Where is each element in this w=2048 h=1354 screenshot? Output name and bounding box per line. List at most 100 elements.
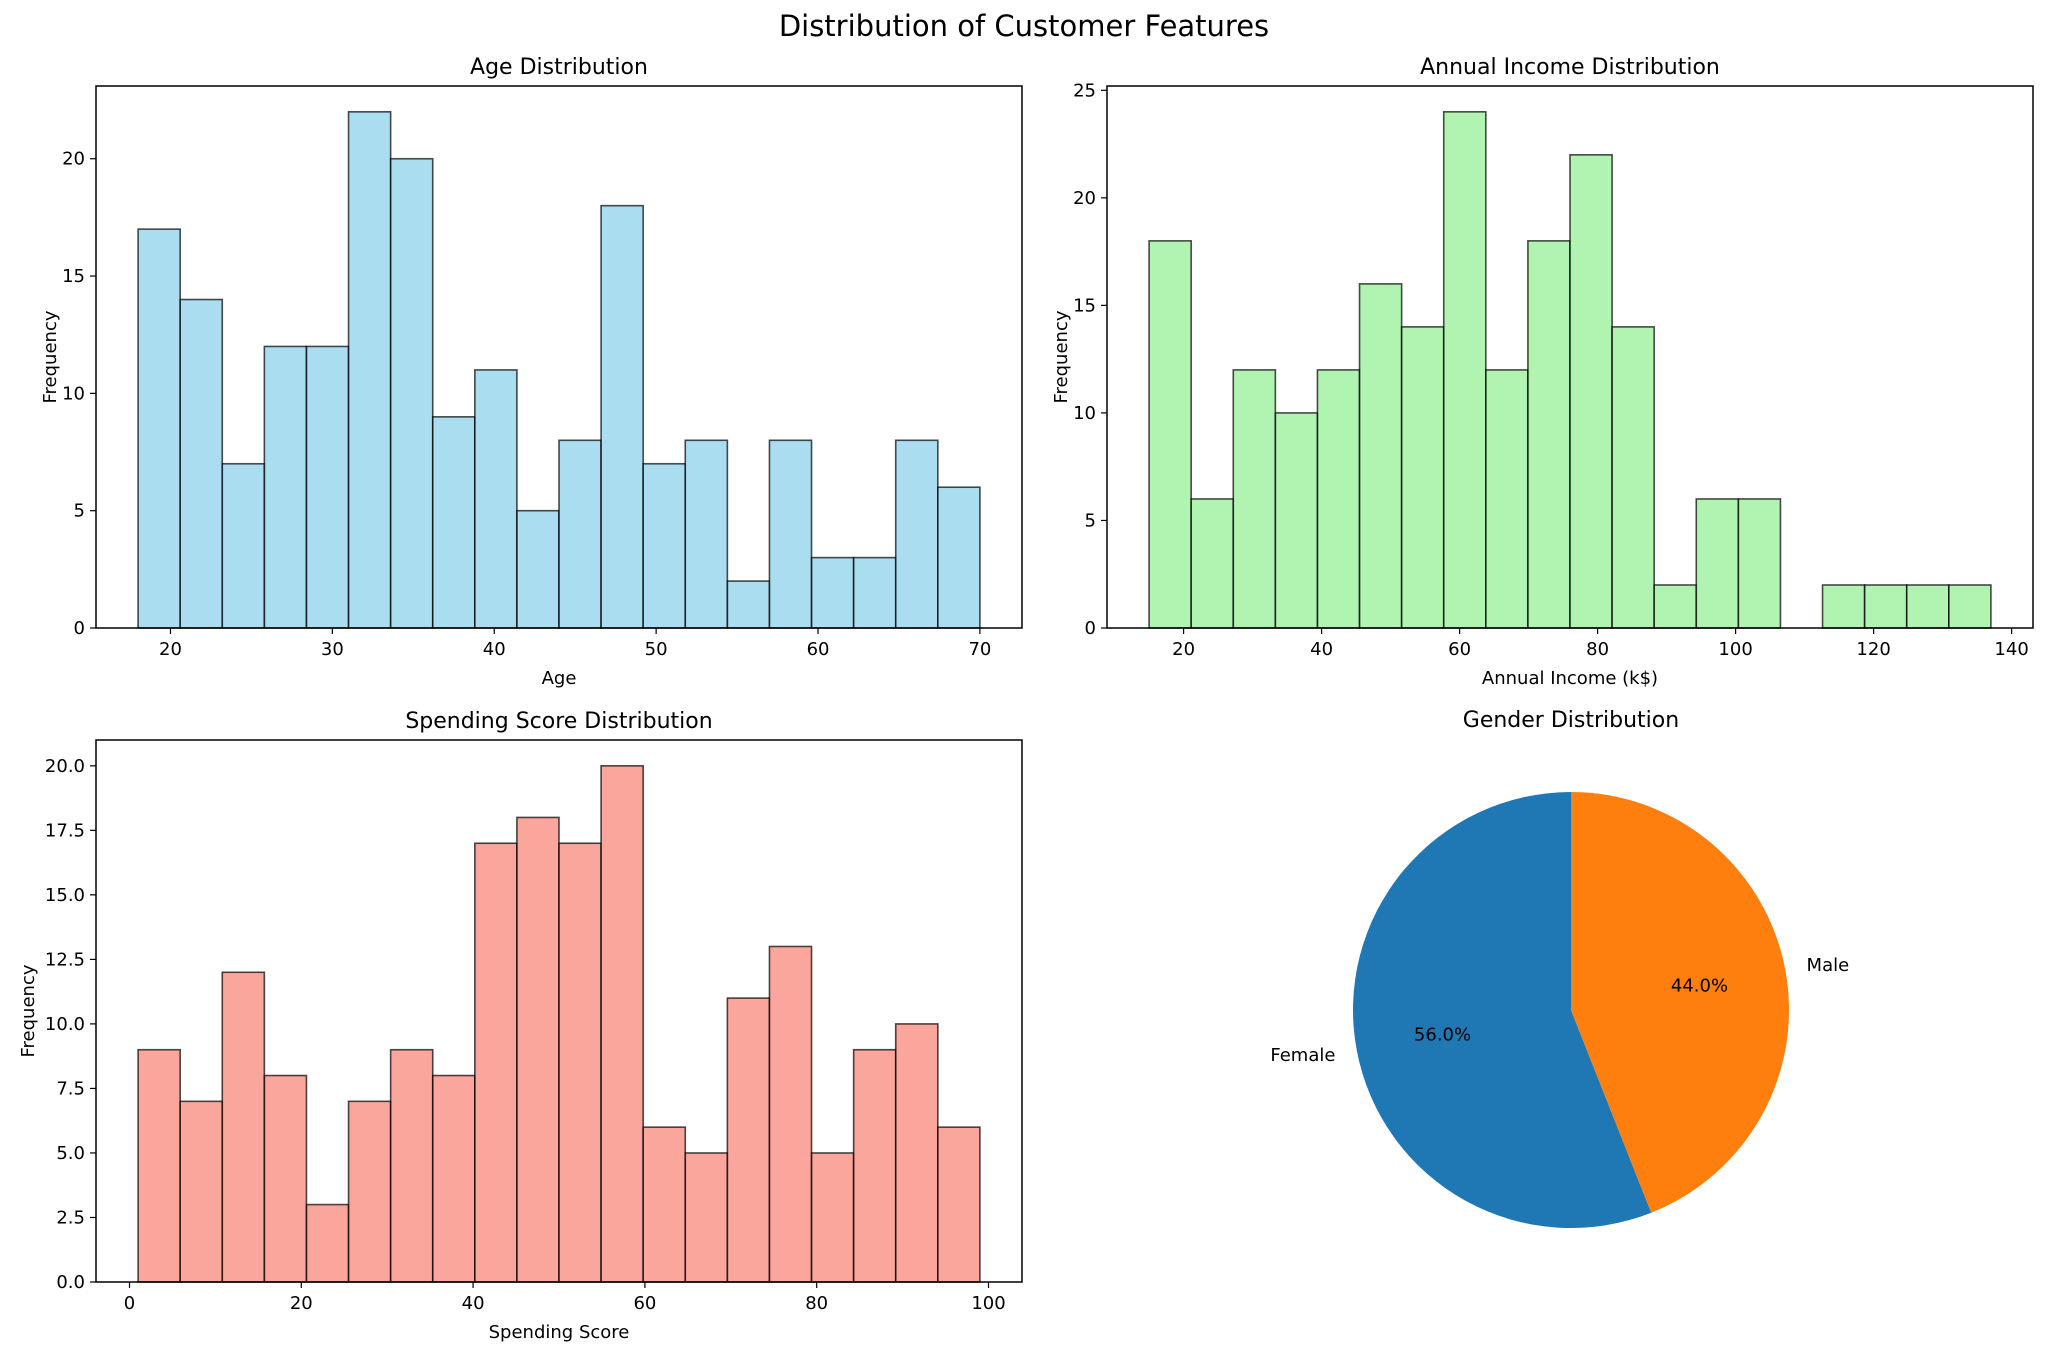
- y-tick-label: 25: [1073, 80, 1096, 101]
- x-axis-label: Age: [542, 668, 577, 689]
- y-tick-label: 10.0: [45, 1014, 85, 1035]
- histogram-bar: [600, 204, 644, 629]
- y-tick-label: 15.0: [45, 885, 85, 906]
- x-axis-label: Annual Income (k$): [1482, 668, 1658, 689]
- histogram-bar: [810, 556, 855, 629]
- histogram-bar: [1274, 412, 1319, 629]
- x-tick-label: 140: [1994, 639, 2028, 660]
- x-tick-label: 100: [971, 1293, 1005, 1314]
- histogram-bar: [347, 111, 392, 629]
- histogram-bar: [431, 1074, 476, 1283]
- histogram-bar: [179, 298, 224, 629]
- histogram-bar: [474, 842, 518, 1283]
- histogram-bar: [179, 1100, 224, 1283]
- x-tick-label: 70: [968, 639, 991, 660]
- y-tick-label: 15: [62, 266, 85, 287]
- histogram-panel-1: 20 40 60 80 100 120 140 0 5 10 15 20 25 Annual Income…: [1051, 55, 2034, 689]
- histogram-bar: [1485, 369, 1529, 629]
- y-axis-label: Frequency: [40, 310, 61, 403]
- x-tick-label: 30: [321, 639, 344, 660]
- histogram-bar: [1400, 326, 1445, 629]
- axes-frame: [1106, 85, 2034, 629]
- histogram-bar: [474, 369, 518, 629]
- histogram-panel-2: 0 20 40 60 80 100 0.0 2.5 5.0 7.5 10.0 12.5 15.0 17.5…: [18, 709, 1023, 1343]
- pie-label: Female: [1270, 1045, 1335, 1066]
- y-tick-label: 20.0: [45, 756, 85, 777]
- y-tick-label: 5: [1085, 510, 1096, 531]
- x-tick-label: 40: [483, 639, 506, 660]
- pie-percent-label: 44.0%: [1671, 975, 1728, 996]
- x-tick-label: 20: [290, 1293, 313, 1314]
- histogram-bar: [684, 1152, 729, 1283]
- histogram-bar: [1358, 283, 1403, 629]
- x-tick-label: 40: [1310, 639, 1333, 660]
- histogram-bar: [726, 580, 771, 629]
- histogram-bar: [516, 509, 560, 629]
- y-tick-label: 10: [62, 383, 85, 404]
- histogram-panel-0: 20 30 40 50 60 70 0 5 10 15 20 Age Distribution Age F…: [40, 55, 1023, 689]
- x-tick-label: 100: [1718, 639, 1752, 660]
- histogram-bar: [347, 1100, 392, 1283]
- x-tick-label: 20: [159, 639, 182, 660]
- histogram-bar: [1821, 584, 1866, 629]
- histogram-bar: [305, 1203, 350, 1283]
- histogram-bar: [1737, 498, 1782, 629]
- x-tick-label: 80: [1586, 639, 1609, 660]
- x-tick-label: 60: [633, 1293, 656, 1314]
- pie-slice-female: [1353, 792, 1652, 1228]
- x-tick-label: 40: [462, 1293, 485, 1314]
- histogram-bar: [600, 765, 644, 1283]
- axes-frame: [95, 739, 1023, 1283]
- y-axis-label: Frequency: [1051, 310, 1072, 403]
- histogram-bar: [137, 228, 181, 629]
- axes-frame: [95, 85, 1023, 629]
- y-tick-label: 17.5: [45, 820, 85, 841]
- histogram-bar: [768, 439, 813, 629]
- histogram-bar: [263, 1074, 308, 1283]
- histogram-bar: [263, 345, 308, 629]
- histogram-bar: [1442, 111, 1487, 629]
- y-tick-label: 7.5: [56, 1078, 85, 1099]
- y-tick-label: 10: [1073, 403, 1096, 424]
- pie-slice-male: [1571, 792, 1789, 1213]
- y-tick-label: 20: [62, 149, 85, 170]
- histogram-bar: [558, 439, 602, 629]
- histogram-bar: [642, 1126, 687, 1283]
- histogram-bar: [1863, 584, 1908, 629]
- y-axis-label: Frequency: [18, 964, 39, 1057]
- histogram-bar: [1316, 369, 1361, 629]
- histogram-bar: [894, 1023, 939, 1283]
- x-tick-label: 80: [805, 1293, 828, 1314]
- axes-title: Age Distribution: [470, 55, 648, 80]
- x-tick-label: 50: [645, 639, 668, 660]
- histogram-bar: [1948, 584, 1992, 629]
- histogram-bar: [684, 439, 729, 629]
- histogram-bar: [1232, 369, 1277, 629]
- histogram-bar: [1527, 240, 1571, 629]
- x-tick-label: 120: [1856, 639, 1890, 660]
- histogram-bar: [894, 439, 939, 629]
- histogram-bar: [852, 556, 897, 629]
- pie-panel: Gender Distribution Female 56.0% Male 44.0%: [1270, 708, 1849, 1228]
- axes-title: Gender Distribution: [1463, 708, 1679, 733]
- histogram-bar: [305, 345, 350, 629]
- histogram-bar: [137, 1048, 181, 1283]
- histogram-bar: [1148, 240, 1192, 629]
- histogram-bar: [1695, 498, 1740, 629]
- x-tick-label: 60: [807, 639, 830, 660]
- x-tick-label: 60: [1448, 639, 1471, 660]
- axes-title: Annual Income Distribution: [1420, 55, 1720, 80]
- histogram-bar: [221, 462, 266, 629]
- histogram-bar: [642, 462, 687, 629]
- histogram-bar: [726, 997, 771, 1283]
- x-axis-label: Spending Score: [489, 1322, 630, 1343]
- y-tick-label: 20: [1073, 188, 1096, 209]
- pie-percent-label: 56.0%: [1414, 1025, 1471, 1046]
- histogram-bar: [1905, 584, 1950, 629]
- histogram-bar: [852, 1048, 897, 1283]
- histogram-bar: [389, 1048, 434, 1283]
- histogram-bar: [768, 945, 813, 1283]
- histogram-bar: [221, 971, 266, 1283]
- y-tick-label: 0.0: [56, 1272, 85, 1293]
